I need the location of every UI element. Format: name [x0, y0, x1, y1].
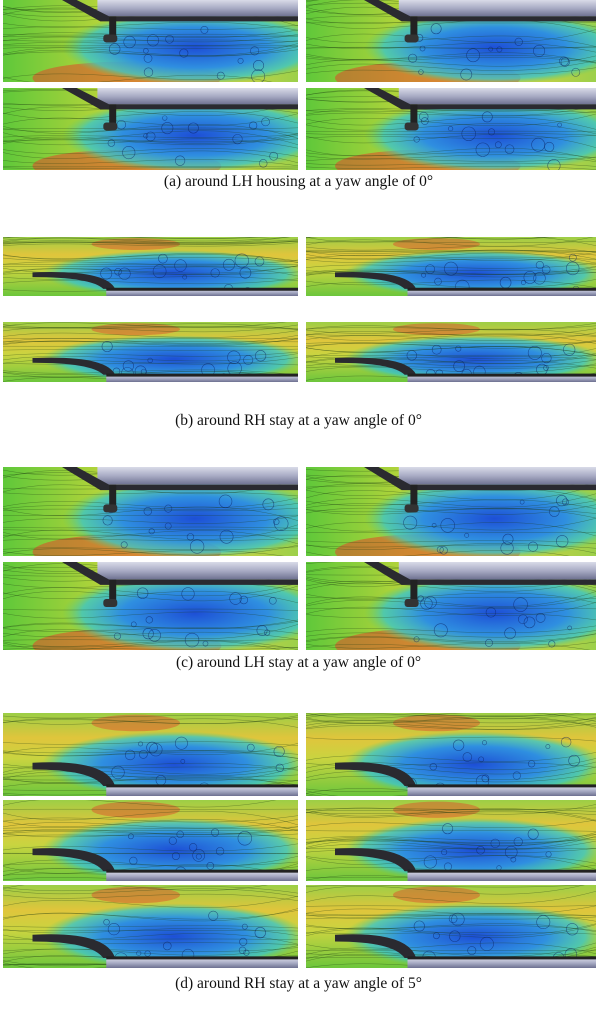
body-edge: [408, 870, 597, 873]
red-spot: [92, 802, 181, 818]
stay: [410, 580, 417, 602]
stay: [109, 485, 116, 507]
body-surface: [399, 562, 597, 580]
flow-panel: [306, 882, 597, 970]
stay-foot: [103, 34, 117, 42]
caption: (b) around RH stay at a yaw angle of 0°: [0, 412, 597, 430]
red-spot: [393, 887, 480, 904]
stay: [410, 485, 417, 507]
stay: [109, 104, 116, 125]
stay-foot: [103, 599, 117, 607]
stay-foot: [103, 504, 117, 512]
flow-panel: [306, 86, 597, 182]
stay-foot: [405, 122, 419, 130]
wake-region: [62, 479, 328, 559]
stay: [410, 104, 417, 125]
red-spot: [393, 238, 480, 250]
body-surface: [399, 0, 597, 16]
red-spot: [92, 238, 181, 250]
stay-foot: [405, 599, 419, 607]
body-surface: [408, 786, 597, 796]
flow-panel: [306, 467, 597, 570]
caption: (d) around RH stay at a yaw angle of 5°: [0, 975, 597, 993]
flow-panel: [306, 559, 597, 663]
flow-panel: [306, 322, 597, 383]
caption: (c) around LH stay at a yaw angle of 0°: [0, 654, 597, 672]
page: (a) around LH housing at a yaw angle of …: [0, 0, 597, 1011]
body-surface: [399, 88, 597, 104]
red-spot: [92, 323, 181, 335]
stay: [109, 16, 116, 37]
stay-foot: [405, 504, 419, 512]
stay-foot: [405, 34, 419, 42]
body-surface: [408, 958, 597, 968]
body-edge: [408, 374, 597, 377]
body-surface: [399, 467, 597, 485]
flow-panel: [306, 709, 597, 803]
flow-panel: [306, 229, 597, 297]
stay: [109, 580, 116, 602]
stay-foot: [103, 122, 117, 130]
body-edge: [408, 784, 597, 787]
body-edge: [408, 956, 597, 959]
figure: [0, 0, 597, 1011]
red-spot: [393, 715, 480, 732]
flow-panel: [306, 0, 597, 94]
flow-panel: [306, 800, 597, 883]
caption: (a) around LH housing at a yaw angle of …: [0, 173, 597, 191]
body-edge: [408, 288, 597, 291]
body-surface: [408, 871, 597, 881]
stay: [410, 16, 417, 37]
